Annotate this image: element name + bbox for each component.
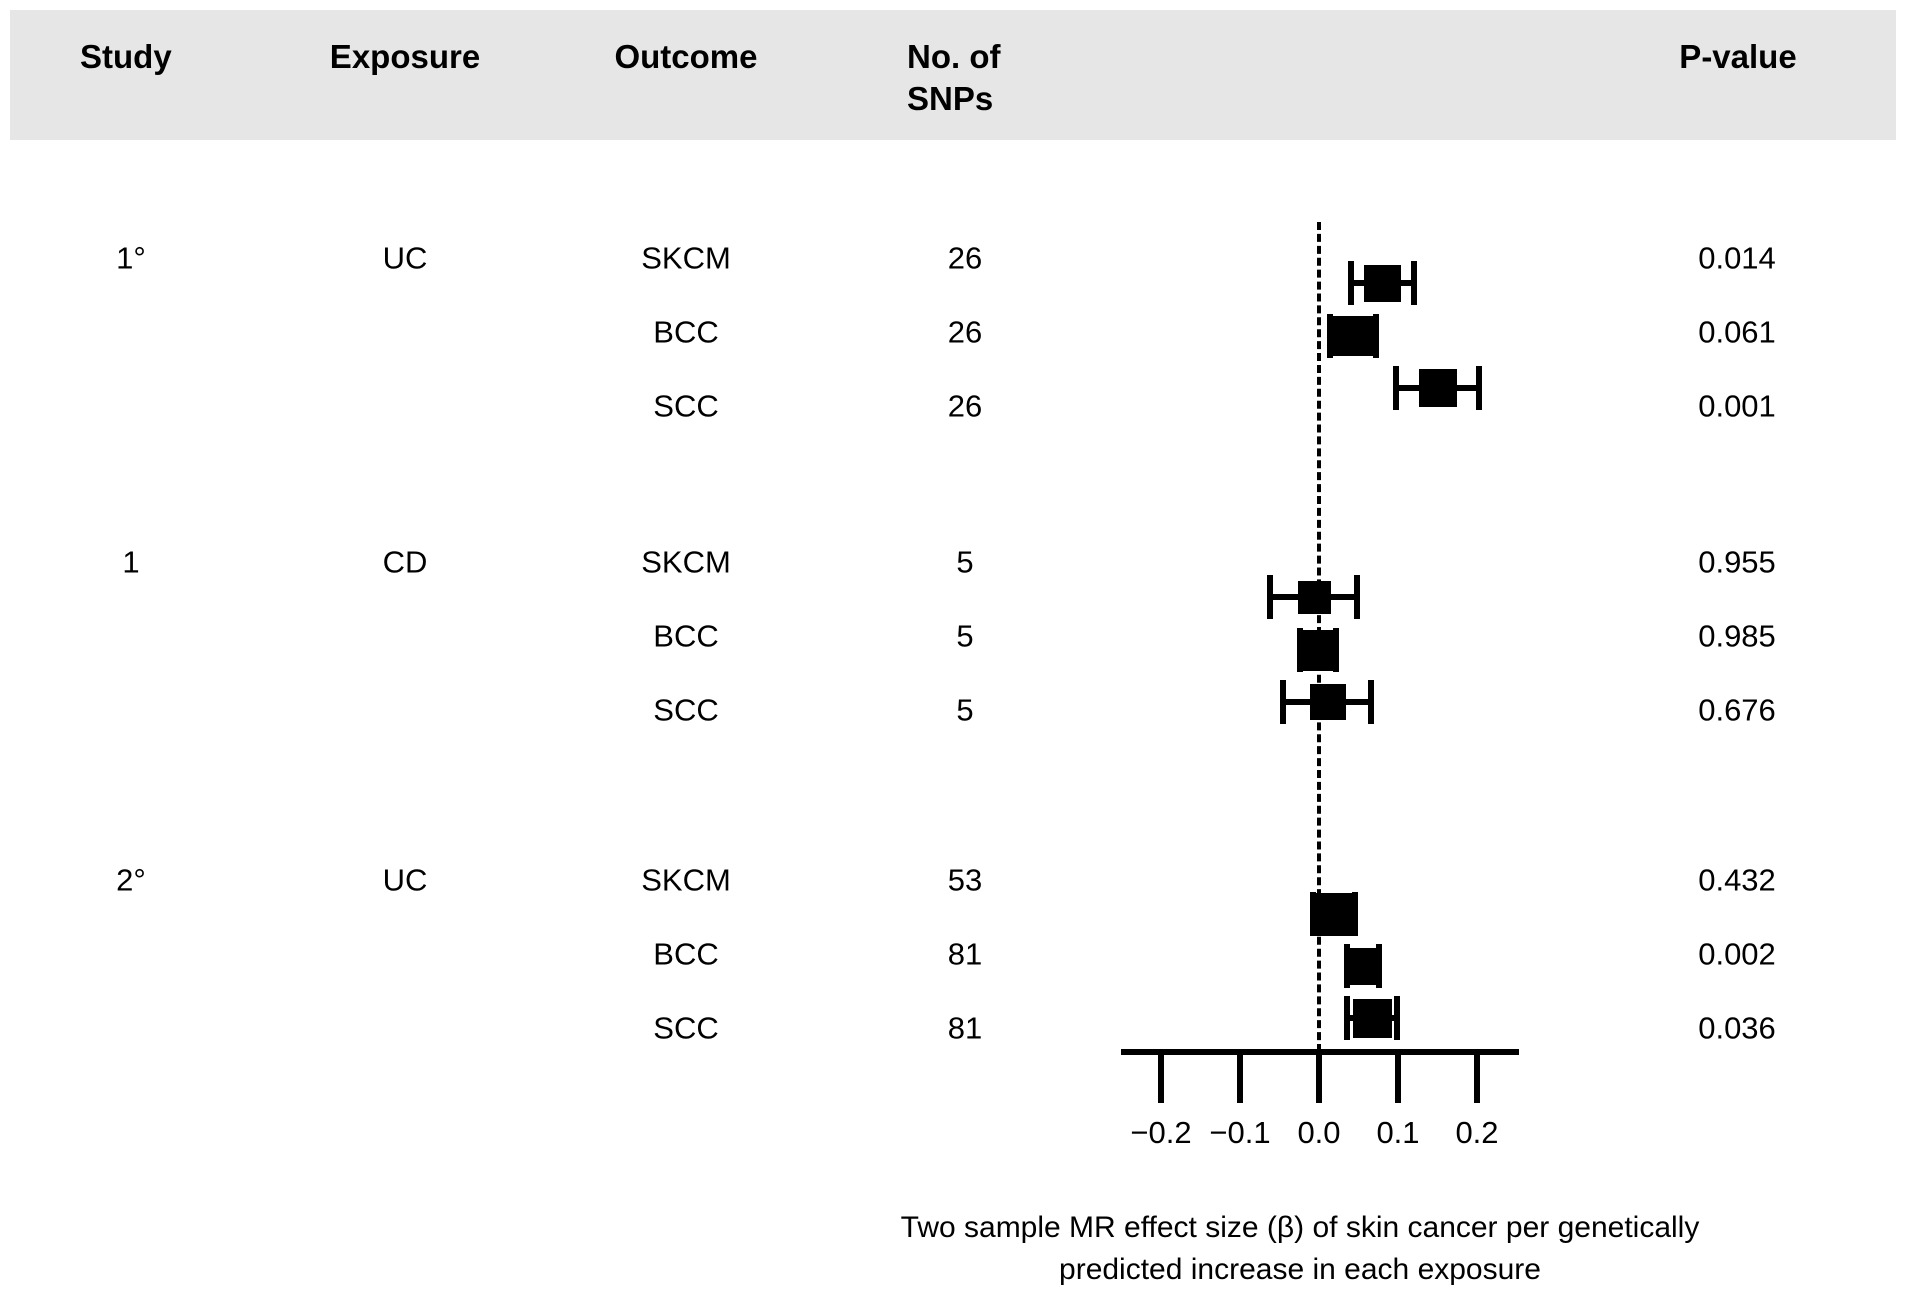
p-value: 0.001 — [1698, 388, 1776, 424]
outcome-label: SCC — [653, 1010, 719, 1046]
ci-cap-right — [1394, 996, 1401, 1040]
x-axis-tick-label: −0.2 — [1130, 1115, 1192, 1150]
snp-count: 81 — [947, 1010, 983, 1046]
ci-cap-left — [1267, 575, 1274, 619]
x-axis-tick-label: −0.1 — [1209, 1115, 1271, 1150]
p-value: 0.432 — [1698, 862, 1776, 898]
x-axis-caption: Two sample MR effect size (β) of skin ca… — [901, 1207, 1700, 1291]
ci-cap-left — [1279, 680, 1286, 724]
snp-count: 26 — [947, 388, 983, 424]
snp-count: 26 — [947, 314, 983, 350]
outcome-label: BCC — [653, 314, 719, 350]
ci-cap-right — [1353, 575, 1360, 619]
forest-square — [1312, 892, 1356, 936]
study-label: 1° — [116, 240, 146, 276]
x-axis-line — [1121, 1049, 1519, 1055]
forest-square — [1418, 369, 1457, 407]
forest-square — [1363, 264, 1401, 302]
x-axis-tick-label: 0.0 — [1297, 1115, 1341, 1150]
forest-square — [1297, 629, 1339, 671]
ci-cap-right — [1410, 261, 1417, 305]
p-value: 0.676 — [1698, 692, 1776, 728]
forest-square — [1353, 998, 1393, 1038]
ci-cap-left — [1327, 314, 1334, 358]
column-header-snps-line2: SNPs — [907, 80, 994, 117]
exposure-label: UC — [382, 862, 428, 898]
ci-cap-right — [1368, 680, 1375, 724]
snp-count: 81 — [947, 936, 983, 972]
outcome-label: BCC — [653, 618, 719, 654]
outcome-label: SKCM — [641, 862, 731, 898]
x-axis-tick — [1474, 1055, 1480, 1103]
snp-count: 5 — [956, 618, 974, 654]
column-header-pvalue: P-value — [1679, 38, 1797, 75]
ci-cap-left — [1393, 366, 1400, 410]
snp-count: 26 — [947, 240, 983, 276]
study-label: 1 — [122, 544, 140, 580]
study-label: 2° — [116, 862, 146, 898]
p-value: 0.061 — [1698, 314, 1776, 350]
x-axis-tick — [1158, 1055, 1164, 1103]
p-value: 0.955 — [1698, 544, 1776, 580]
x-axis-tick-label: 0.2 — [1455, 1115, 1499, 1150]
x-axis-tick-label: 0.1 — [1376, 1115, 1420, 1150]
snp-count: 5 — [956, 544, 974, 580]
column-header-exposure: Exposure — [329, 38, 481, 75]
outcome-label: SKCM — [641, 240, 731, 276]
ci-cap-right — [1475, 366, 1482, 410]
column-header-snps-line1: No. of — [907, 38, 1001, 75]
ci-cap-right — [1372, 314, 1379, 358]
p-value: 0.985 — [1698, 618, 1776, 654]
forest-square — [1332, 316, 1373, 356]
exposure-label: CD — [382, 544, 428, 580]
outcome-label: SCC — [653, 388, 719, 424]
p-value: 0.014 — [1698, 240, 1776, 276]
forest-square — [1344, 947, 1382, 985]
column-header-study: Study — [80, 38, 172, 75]
x-axis-tick — [1395, 1055, 1401, 1103]
exposure-label: UC — [382, 240, 428, 276]
forest-square — [1297, 580, 1331, 614]
header-band — [10, 10, 1896, 140]
ci-cap-left — [1347, 261, 1354, 305]
outcome-label: SCC — [653, 692, 719, 728]
x-axis-tick — [1316, 1055, 1322, 1103]
p-value: 0.002 — [1698, 936, 1776, 972]
column-header-outcome: Outcome — [614, 38, 758, 75]
snp-count: 5 — [956, 692, 974, 728]
x-axis-caption-line2: predicted increase in each exposure — [1059, 1253, 1541, 1286]
p-value: 0.036 — [1698, 1010, 1776, 1046]
x-axis-caption-line1: Two sample MR effect size (β) of skin ca… — [900, 1211, 1700, 1244]
ci-cap-left — [1344, 996, 1351, 1040]
forest-square — [1310, 684, 1347, 720]
snp-count: 53 — [947, 862, 983, 898]
outcome-label: SKCM — [641, 544, 731, 580]
column-header-snps: No. of SNPs — [907, 36, 1000, 120]
outcome-label: BCC — [653, 936, 719, 972]
x-axis-tick — [1237, 1055, 1243, 1103]
